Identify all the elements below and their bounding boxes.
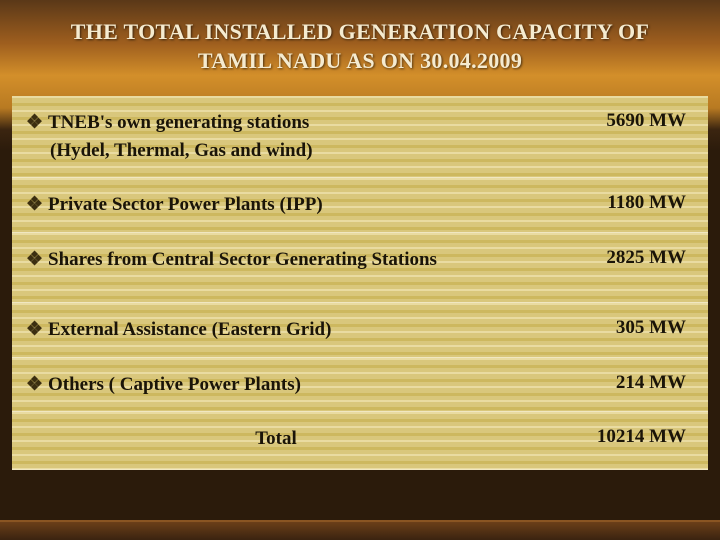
title-line-2: TAMIL NADU AS ON 30.04.2009 <box>198 48 522 73</box>
title-line-1: THE TOTAL INSTALLED GENERATION CAPACITY … <box>71 19 649 44</box>
row-value: 5690 MW <box>548 96 708 146</box>
bullet-icon: ❖ <box>26 247 40 273</box>
bullet-icon: ❖ <box>26 317 40 343</box>
row-label: ❖ External Assistance (Eastern Grid) <box>12 303 548 357</box>
row-subline: (Hydel, Thermal, Gas and wind) <box>50 138 540 164</box>
row-value: 305 MW <box>548 303 708 353</box>
title-band: THE TOTAL INSTALLED GENERATION CAPACITY … <box>0 0 720 97</box>
slide-title: THE TOTAL INSTALLED GENERATION CAPACITY … <box>40 18 680 75</box>
row-label-text: Others ( Captive Power Plants) <box>48 374 301 395</box>
row-label-text: External Assistance (Eastern Grid) <box>48 319 331 340</box>
row-label: ❖ Private Sector Power Plants (IPP) <box>12 178 548 232</box>
row-value: 214 MW <box>548 358 708 408</box>
table-row: ❖ Shares from Central Sector Generating S… <box>12 233 708 303</box>
row-label: ❖ Others ( Captive Power Plants) <box>12 358 548 412</box>
row-label-text: Private Sector Power Plants (IPP) <box>48 194 323 215</box>
bullet-icon: ❖ <box>26 192 40 218</box>
table-row: ❖ Private Sector Power Plants (IPP) 1180 … <box>12 178 708 233</box>
table-row: ❖ Others ( Captive Power Plants) 214 MW <box>12 358 708 413</box>
table-total-row: Total 10214 MW <box>12 412 708 470</box>
table-row: ❖ External Assistance (Eastern Grid) 305 … <box>12 303 708 358</box>
total-value: 10214 MW <box>548 412 708 462</box>
row-label: ❖ TNEB's own generating stations (Hydel, … <box>12 96 548 177</box>
capacity-table: ❖ TNEB's own generating stations (Hydel, … <box>12 96 708 512</box>
bullet-icon: ❖ <box>26 110 40 136</box>
row-label-text: Shares from Central Sector Generating St… <box>48 249 437 270</box>
row-label: ❖ Shares from Central Sector Generating S… <box>12 233 548 287</box>
row-label-text: TNEB's own generating stations <box>48 112 309 133</box>
bottom-border <box>0 520 720 540</box>
bullet-icon: ❖ <box>26 372 40 398</box>
table-row: ❖ TNEB's own generating stations (Hydel, … <box>12 96 708 178</box>
total-label: Total <box>12 412 548 466</box>
slide: THE TOTAL INSTALLED GENERATION CAPACITY … <box>0 0 720 540</box>
row-value: 2825 MW <box>548 233 708 283</box>
row-value: 1180 MW <box>548 178 708 228</box>
